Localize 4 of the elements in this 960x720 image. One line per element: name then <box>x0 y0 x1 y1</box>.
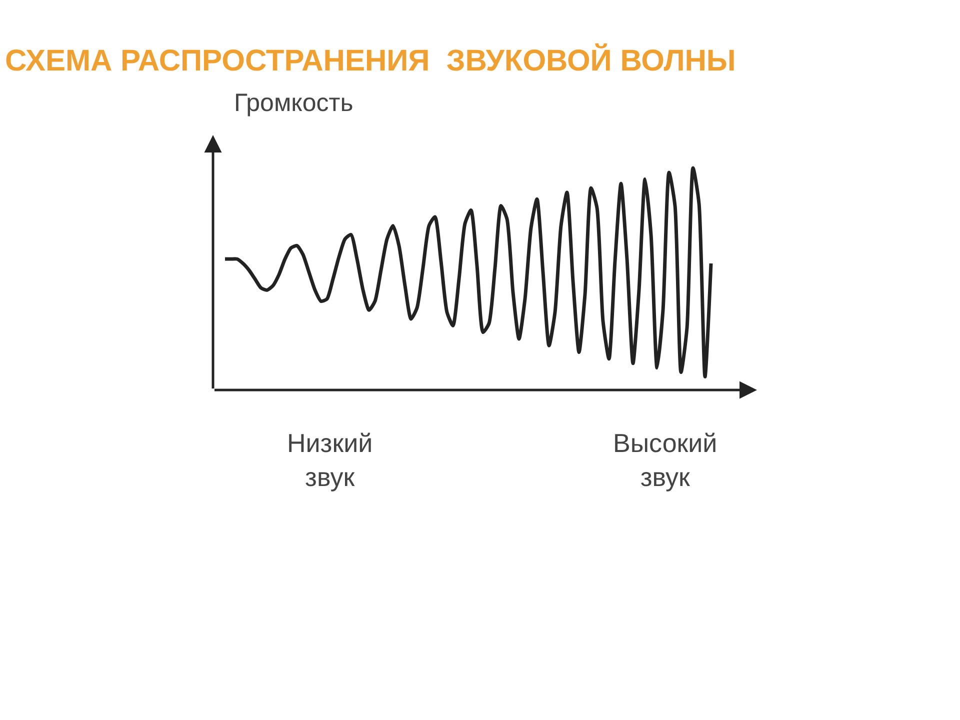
y-axis-title: Громкость <box>234 89 354 117</box>
text: Высокий звук <box>613 428 718 492</box>
chart-title: СХЕМА РАСПРОСТРАНЕНИЯ ЗВУКОВОЙ ВОЛНЫ <box>5 42 736 78</box>
text: Низкий звук <box>287 428 373 492</box>
